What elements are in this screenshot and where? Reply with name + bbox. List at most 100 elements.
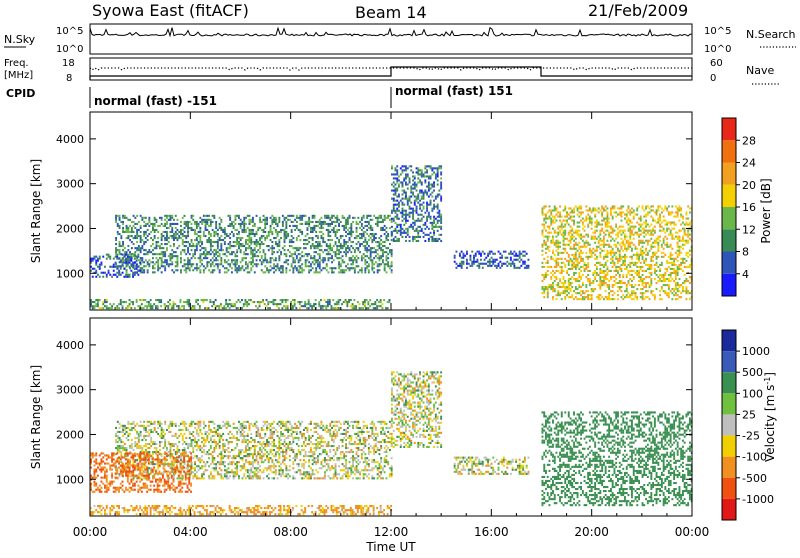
echo-cell (645, 205, 647, 207)
echo-cell (292, 215, 294, 217)
echo-cell (561, 228, 563, 230)
echo-cell (144, 299, 146, 301)
echo-cell (599, 286, 601, 288)
echo-cell (520, 253, 522, 255)
echo-cell (633, 228, 635, 230)
echo-cell (226, 261, 228, 263)
echo-cell (136, 445, 138, 447)
echo-cell (329, 247, 331, 249)
echo-cell (615, 224, 617, 226)
echo-cell (223, 305, 225, 307)
echo-cell (440, 226, 442, 228)
echo-cell (471, 265, 473, 267)
echo-cell (252, 249, 254, 251)
echo-cell (547, 256, 549, 258)
echo-cell (568, 286, 570, 288)
echo-cell (515, 259, 517, 261)
echo-cell (666, 270, 668, 272)
echo-cell (328, 215, 330, 217)
echo-cell (494, 265, 496, 267)
echo-cell (417, 181, 419, 183)
echo-cell (680, 224, 682, 226)
echo-cell (136, 215, 138, 217)
echo-cell (161, 247, 163, 249)
echo-cell (134, 217, 136, 219)
echo-cell (326, 269, 328, 271)
echo-cell (423, 173, 425, 175)
echo-cell (199, 239, 201, 241)
echo-cell (675, 278, 677, 280)
echo-cell (640, 280, 642, 282)
echo-cell (349, 257, 351, 259)
echo-cell (310, 247, 312, 249)
echo-cell (617, 207, 619, 209)
echo-cell (296, 237, 298, 239)
echo-cell (564, 209, 566, 211)
echo-cell (164, 261, 166, 263)
echo-cell (173, 223, 175, 225)
echo-cell (584, 264, 586, 266)
echo-cell (122, 217, 124, 219)
echo-cell (673, 224, 675, 226)
echo-cell (622, 276, 624, 278)
echo-cell (591, 250, 593, 252)
echo-cell (402, 171, 404, 173)
echo-cell (433, 218, 435, 220)
echo-cell (621, 238, 623, 240)
echo-cell (307, 265, 309, 267)
echo-cell (649, 272, 651, 274)
echo-cell (366, 255, 368, 257)
echo-cell (238, 233, 240, 235)
echo-cell (289, 225, 291, 227)
echo-cell (126, 271, 128, 273)
echo-cell (405, 220, 407, 222)
echo-cell (252, 229, 254, 231)
echo-cell (131, 439, 133, 441)
echo-cell (640, 216, 642, 218)
echo-cell (161, 251, 163, 253)
echo-cell (159, 257, 161, 259)
echo-cell (673, 222, 675, 224)
echo-cell (470, 265, 472, 267)
echo-cell (563, 232, 565, 234)
echo-cell (349, 259, 351, 261)
echo-cell (350, 233, 352, 235)
echo-cell (570, 242, 572, 244)
echo-cell (554, 266, 556, 268)
echo-cell (298, 259, 300, 261)
echo-cell (680, 214, 682, 216)
echo-cell (550, 278, 552, 280)
echo-cell (278, 259, 280, 261)
echo-cell (231, 271, 233, 273)
echo-cell (635, 294, 637, 296)
echo-cell (124, 447, 126, 449)
echo-cell (677, 246, 679, 248)
echo-cell (171, 307, 173, 309)
echo-cell (247, 253, 249, 255)
echo-cell (196, 243, 198, 245)
echo-cell (159, 225, 161, 227)
echo-cell (663, 230, 665, 232)
echo-cell (277, 243, 279, 245)
echo-cell (108, 307, 110, 309)
echo-cell (252, 253, 254, 255)
echo-cell (391, 269, 393, 271)
echo-cell (577, 298, 579, 300)
echo-cell (292, 307, 294, 309)
echo-cell (243, 227, 245, 229)
echo-cell (342, 271, 344, 273)
echo-cell (603, 278, 605, 280)
echo-cell (343, 243, 345, 245)
echo-cell (603, 218, 605, 220)
echo-cell (566, 286, 568, 288)
echo-cell (470, 259, 472, 261)
echo-cell (196, 227, 198, 229)
echo-cell (106, 276, 108, 278)
echo-cell (134, 274, 136, 276)
echo-cell (608, 222, 610, 224)
echo-cell (594, 236, 596, 238)
echo-cell (338, 307, 340, 309)
echo-cell (601, 284, 603, 286)
echo-cell (396, 224, 398, 226)
echo-cell (352, 305, 354, 307)
